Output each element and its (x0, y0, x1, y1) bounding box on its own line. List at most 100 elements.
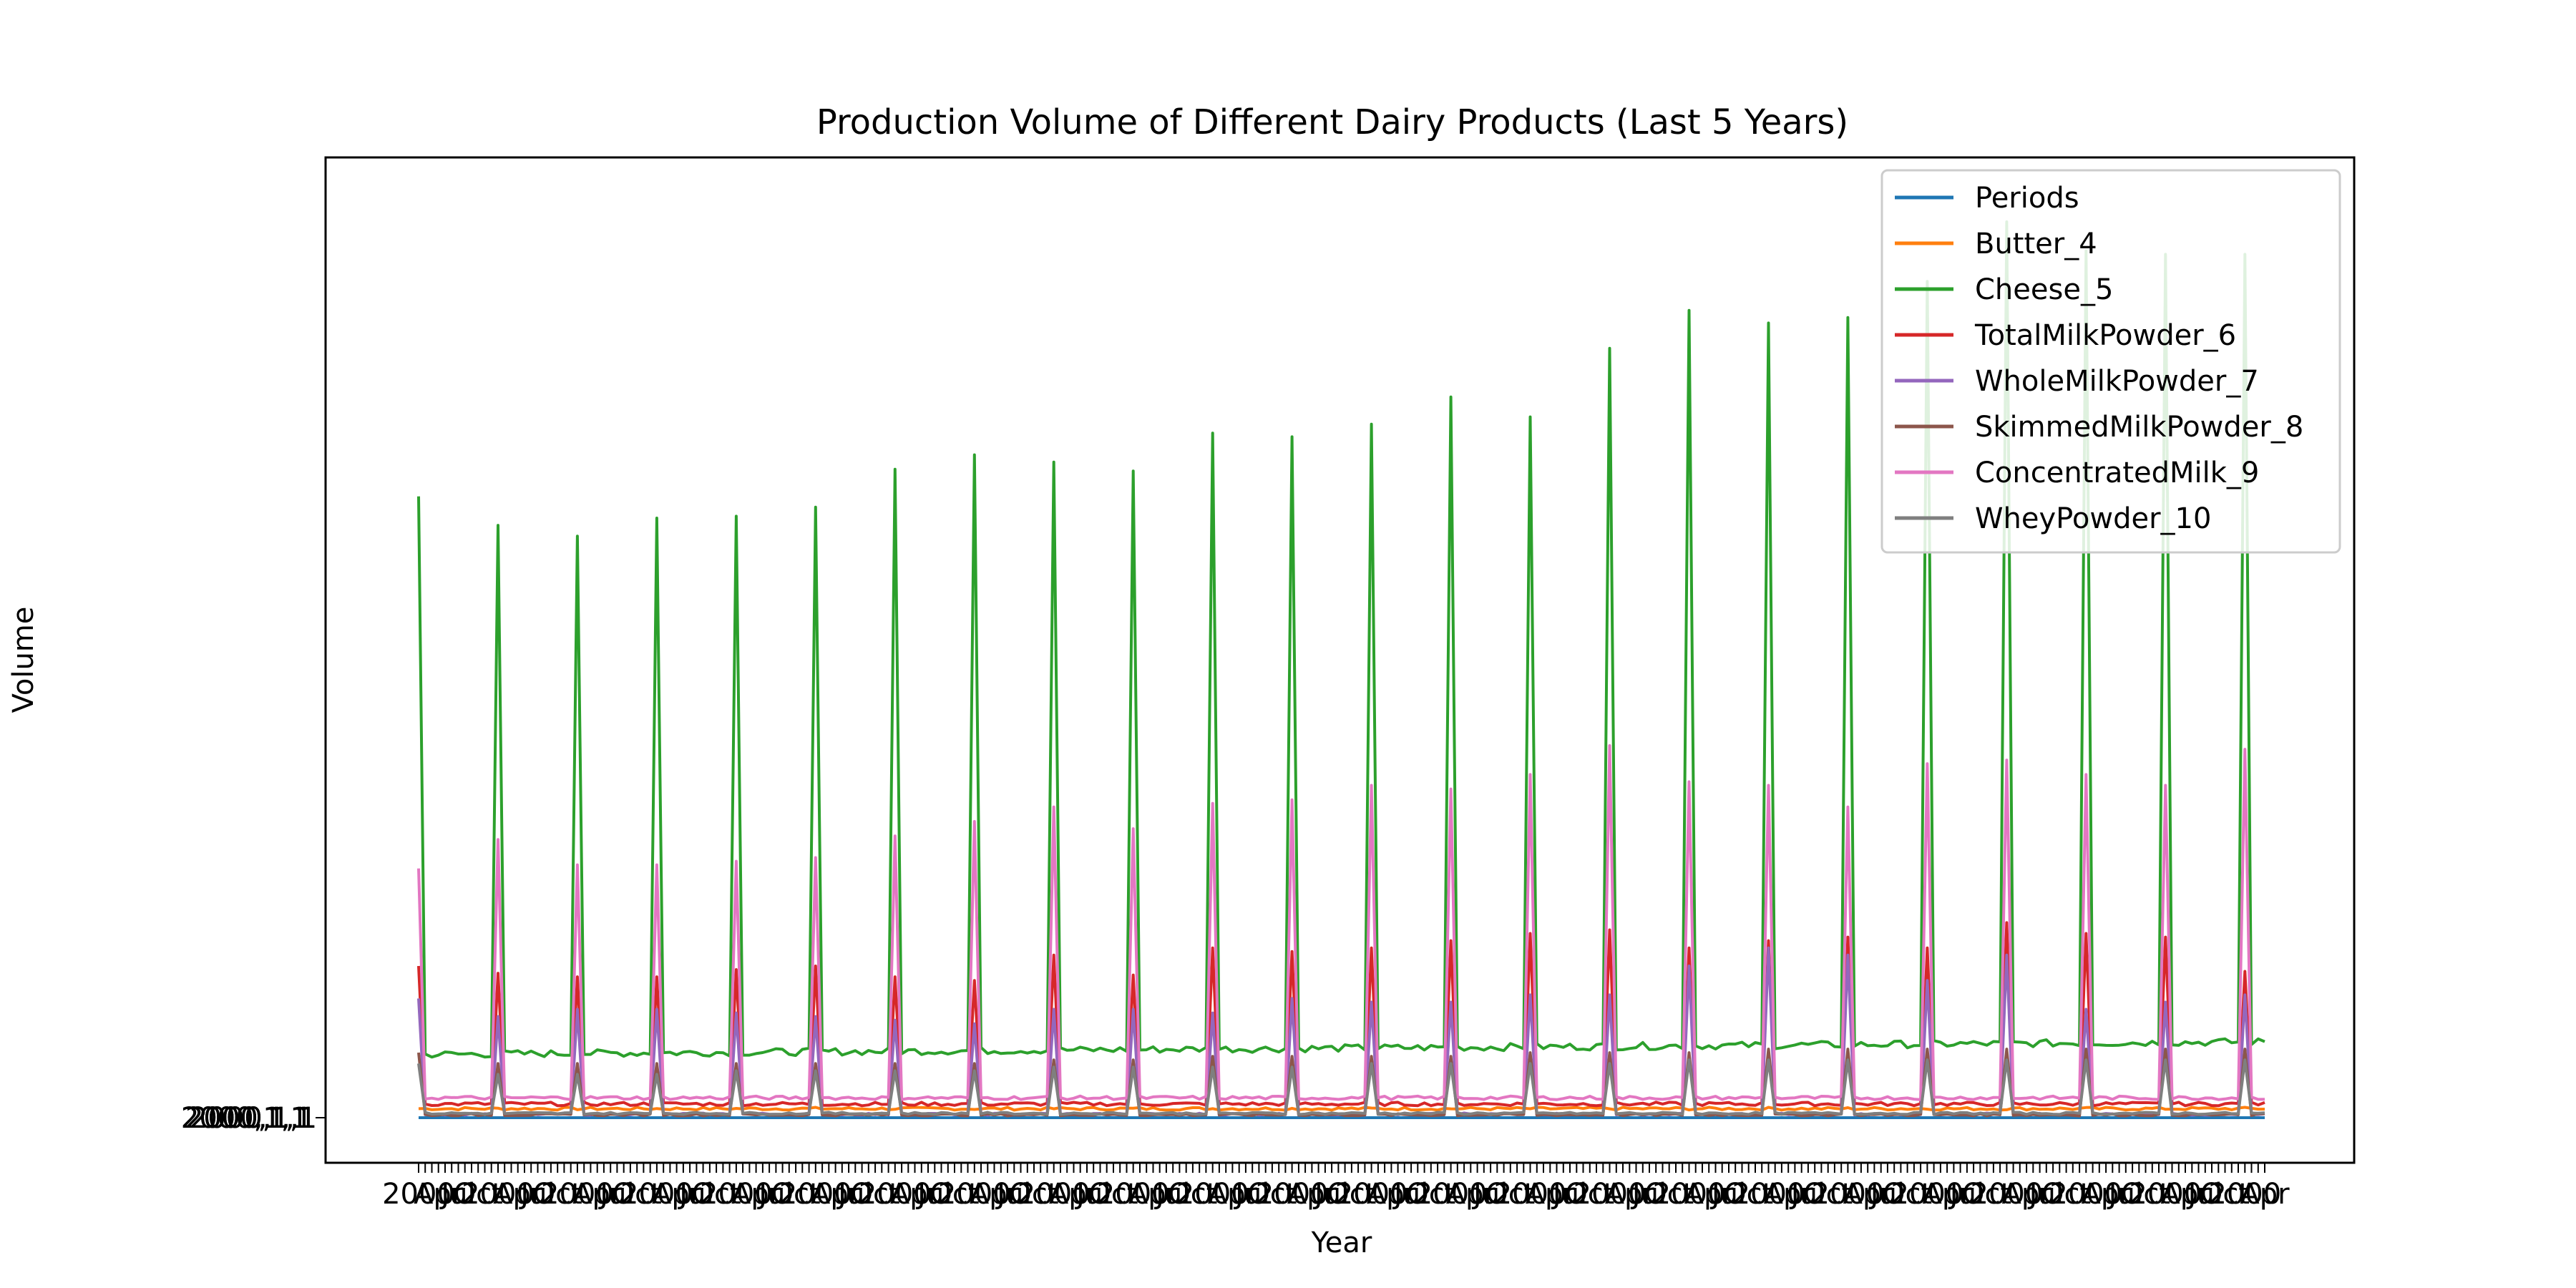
x-tick-label: Apr (1287, 1178, 1337, 1211)
x-tick-label: 2000 (938, 1178, 1011, 1211)
x-tick-label: Apr (2001, 1178, 2051, 1211)
legend-box (1880, 169, 2341, 554)
x-tick-label: 2000 (1018, 1178, 1091, 1211)
x-tick-label: 2000 (1732, 1178, 1805, 1211)
x-tick-label: Oct (1724, 1178, 1773, 1211)
x-tick-label: Jul (2107, 1178, 2143, 1211)
x-tick-label: 2000 (859, 1178, 932, 1211)
x-tick-label: Jul (1709, 1178, 1746, 1211)
x-tick-label: Jul (1471, 1178, 1508, 1211)
x-tick-label: Apr (2081, 1178, 2131, 1211)
x-tick-label: Apr (1764, 1178, 1814, 1211)
x-tick-label: Jul (915, 1178, 952, 1211)
x-tick-label: Jul (597, 1178, 634, 1211)
x-tick-label: Apr (652, 1178, 702, 1211)
y-tick-label: 2000,1,1 (181, 1102, 308, 1135)
x-tick-label: Jul (1153, 1178, 1190, 1211)
x-tick-label: Jul (1074, 1178, 1111, 1211)
x-tick-label: 2000 (2049, 1178, 2122, 1211)
x-tick-label: 2000 (1335, 1178, 1408, 1211)
x-tick-label: Oct (1168, 1178, 1217, 1211)
legend-label: WholeMilkPowder_7 (1975, 365, 2259, 398)
x-tick-label: Oct (1883, 1178, 1932, 1211)
x-tick-label: Oct (454, 1178, 503, 1211)
x-tick-label: Apr (2160, 1178, 2210, 1211)
x-tick-label: Oct (1406, 1178, 1455, 1211)
x-tick-label: 2000 (1415, 1178, 1488, 1211)
plot-area (417, 220, 2265, 1119)
x-tick-label: 2000 (700, 1178, 773, 1211)
x-tick-label: 2000 (1176, 1178, 1249, 1211)
x-tick-label: Oct (1327, 1178, 1376, 1211)
x-tick-label: Apr (1367, 1178, 1417, 1211)
x-tick-label: 2000 (382, 1178, 455, 1211)
x-tick-label: Oct (1247, 1178, 1297, 1211)
x-tick-label: Oct (2041, 1178, 2091, 1211)
x-axis-label: Year (1311, 1226, 1372, 1259)
x-tick-label: Oct (851, 1178, 900, 1211)
x-tick-label: Apr (1526, 1178, 1576, 1211)
series-line-butter-4 (418, 1106, 2265, 1112)
x-tick-label: 2000 (1494, 1178, 1567, 1211)
x-tick-label: Jul (836, 1178, 872, 1211)
x-tick-label: 2000 (1574, 1178, 1646, 1211)
x-tick-label: Apr (1922, 1178, 1972, 1211)
legend-label: Periods (1975, 182, 2079, 215)
legend-label: Cheese_5 (1975, 273, 2113, 306)
y-tick-label: 2000,1,1 (185, 1102, 313, 1135)
x-tick-label: Apr (572, 1178, 623, 1211)
x-tick-label: 2000 (462, 1178, 535, 1211)
x-tick-label: Apr (1128, 1178, 1179, 1211)
series-line-concentratedmilk-9 (417, 744, 2265, 1101)
x-tick-label: Jul (2186, 1178, 2223, 1211)
x-tick-label: 2000 (2129, 1178, 2202, 1211)
x-tick-label: 2000 (1256, 1178, 1329, 1211)
x-axis-ticks: 2000AprJulOct2000AprJulOct2000AprJulOct2… (382, 1163, 2290, 1211)
legend-label: ConcentratedMilk_9 (1975, 457, 2259, 489)
x-tick-label: 2000 (1812, 1178, 1885, 1211)
x-tick-label: Oct (1485, 1178, 1535, 1211)
legend-label: TotalMilkPowder_6 (1974, 319, 2236, 352)
x-tick-label: Oct (1962, 1178, 2011, 1211)
x-tick-label: Apr (731, 1178, 781, 1211)
x-tick-label: Oct (1565, 1178, 1614, 1211)
x-tick-label: Oct (930, 1178, 979, 1211)
x-tick-label: 2000 (1097, 1178, 1170, 1211)
x-tick-label: Jul (1233, 1178, 1269, 1211)
x-tick-label: Oct (692, 1178, 741, 1211)
x-tick-label: Oct (1644, 1178, 1694, 1211)
x-tick-label: Jul (1630, 1178, 1667, 1211)
x-tick-label: Jul (1789, 1178, 1825, 1211)
x-tick-label: 2000 (779, 1178, 852, 1211)
series-line-wheypowder-10 (417, 1058, 2265, 1116)
x-tick-label: 2000 (1971, 1178, 2044, 1211)
x-tick-label: Apr (1446, 1178, 1496, 1211)
legend-label: WheyPowder_10 (1975, 502, 2211, 535)
x-tick-label: Apr (970, 1178, 1020, 1211)
x-tick-label: Oct (771, 1178, 821, 1211)
series-line-cheese-5 (417, 220, 2265, 1059)
x-tick-label: Oct (533, 1178, 582, 1211)
x-tick-label: Jul (1551, 1178, 1587, 1211)
y-tick-label: 2000,1,1 (185, 1102, 313, 1135)
y-tick-label: 2000,1,1 (181, 1102, 308, 1135)
axes-frame (324, 156, 2356, 1164)
x-tick-label: Jul (439, 1178, 475, 1211)
x-tick-label: Apr (414, 1178, 464, 1211)
x-tick-label: Oct (1009, 1178, 1058, 1211)
x-tick-label: Apr (1684, 1178, 1735, 1211)
x-tick-label: Apr (890, 1178, 940, 1211)
x-tick-label: Jul (1868, 1178, 1905, 1211)
x-tick-label: Oct (2121, 1178, 2170, 1211)
legend-label: Butter_4 (1975, 228, 2097, 260)
x-tick-label: 2000 (620, 1178, 693, 1211)
x-tick-label: 2000 (1891, 1178, 1964, 1211)
x-tick-label: Apr (1049, 1178, 1099, 1211)
chart-title: Production Volume of Different Dairy Pro… (816, 102, 1848, 142)
x-tick-label: Oct (1088, 1178, 1138, 1211)
y-tick-label: 2000,1,1 (190, 1102, 317, 1135)
x-tick-label: Jul (677, 1178, 713, 1211)
x-tick-label: Jul (1312, 1178, 1349, 1211)
x-tick-label: Jul (995, 1178, 1031, 1211)
